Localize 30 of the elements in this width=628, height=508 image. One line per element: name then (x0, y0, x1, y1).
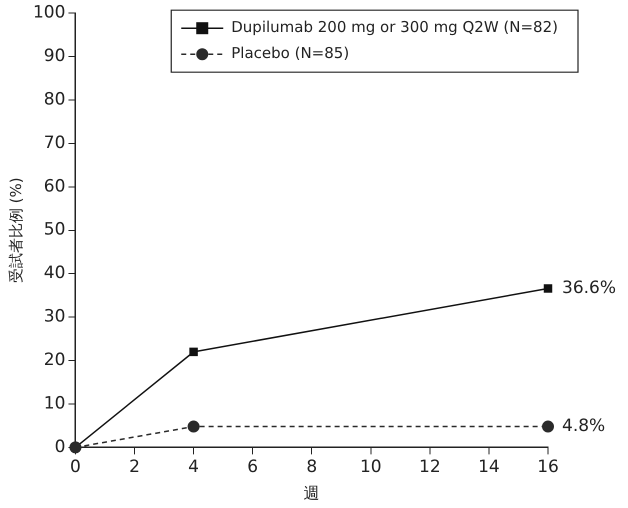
x-axis-title: 週 (304, 484, 320, 503)
x-tick-label: 10 (360, 457, 382, 478)
point (188, 420, 200, 433)
x-tick-label: 8 (306, 457, 318, 478)
y-tick-label: 70 (44, 132, 66, 153)
point (544, 284, 552, 293)
y-tick-label: 10 (44, 393, 66, 414)
y-tick-label: 50 (44, 220, 66, 240)
x-tick-label: 2 (129, 457, 140, 478)
data-label: 36.6% (562, 278, 616, 298)
y-tick-label: 80 (44, 89, 66, 110)
data-label: 4.8% (562, 416, 606, 436)
x-tick-label: 0 (70, 457, 81, 478)
x-tick-label: 12 (419, 457, 441, 478)
x-tick-label: 6 (247, 457, 258, 478)
y-axis-title: 受試者比例 (%) (6, 177, 25, 284)
legend-label: Dupilumab 200 mg or 300 mg Q2W (N=82) (231, 18, 558, 36)
x-tick-label: 14 (478, 457, 500, 478)
y-tick-label: 20 (44, 350, 66, 370)
y-tick-label: 90 (44, 46, 66, 66)
legend-label: Placebo (N=85) (231, 44, 350, 62)
y-tick-label: 0 (54, 436, 66, 457)
x-tick-label: 16 (537, 457, 559, 478)
y-tick-label: 60 (44, 176, 66, 196)
y-tick-label: 100 (32, 2, 66, 23)
point (189, 348, 198, 356)
x-tick-label: 4 (188, 457, 199, 478)
point (542, 420, 554, 433)
y-tick-label: 30 (44, 306, 66, 327)
y-tick-label: 40 (44, 263, 66, 284)
